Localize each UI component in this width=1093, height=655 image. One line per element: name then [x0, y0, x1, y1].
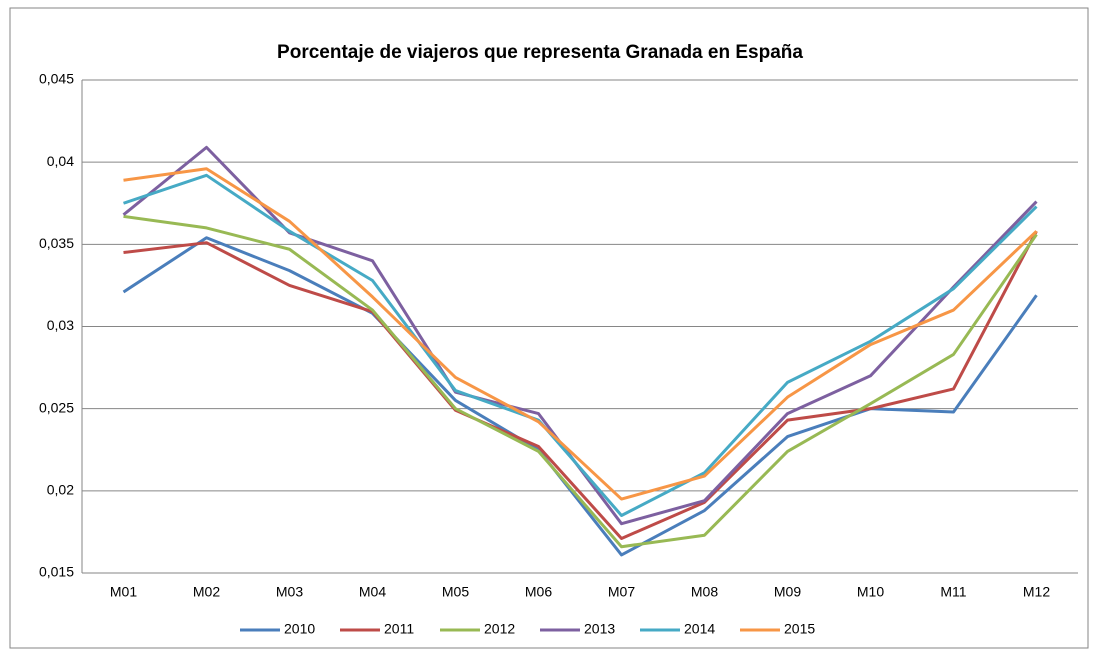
- y-tick-label: 0,025: [39, 399, 74, 415]
- x-tick-label: M08: [691, 584, 718, 600]
- x-tick-label: M12: [1023, 584, 1050, 600]
- x-tick-label: M03: [276, 584, 303, 600]
- x-tick-label: M05: [442, 584, 469, 600]
- x-tick-label: M10: [857, 584, 884, 600]
- legend-label: 2012: [484, 621, 515, 637]
- y-tick-label: 0,015: [39, 564, 74, 580]
- y-tick-label: 0,03: [47, 317, 74, 333]
- x-tick-label: M06: [525, 584, 552, 600]
- legend-label: 2010: [284, 621, 315, 637]
- x-tick-label: M09: [774, 584, 801, 600]
- x-tick-label: M11: [940, 584, 966, 600]
- legend-label: 2011: [384, 621, 414, 637]
- x-tick-label: M02: [193, 584, 220, 600]
- series-line: [122, 236, 1038, 557]
- legend-label: 2013: [584, 621, 615, 637]
- series-line: [123, 230, 1038, 540]
- chart-title: Porcentaje de viajeros que representa Gr…: [277, 42, 803, 63]
- series-line: [123, 167, 1038, 501]
- y-tick-label: 0,035: [39, 235, 74, 251]
- y-tick-label: 0,045: [39, 71, 74, 87]
- series-line: [123, 173, 1038, 517]
- y-tick-label: 0,02: [47, 482, 74, 498]
- chart-frame: [9, 7, 1089, 649]
- series-line: [123, 214, 1038, 549]
- y-tick-label: 0,04: [47, 153, 74, 169]
- legend-label: 2014: [684, 621, 715, 637]
- x-tick-label: M04: [359, 584, 386, 600]
- legend-label: 2015: [784, 621, 815, 637]
- x-tick-label: M01: [110, 584, 137, 600]
- x-tick-label: M07: [608, 584, 635, 600]
